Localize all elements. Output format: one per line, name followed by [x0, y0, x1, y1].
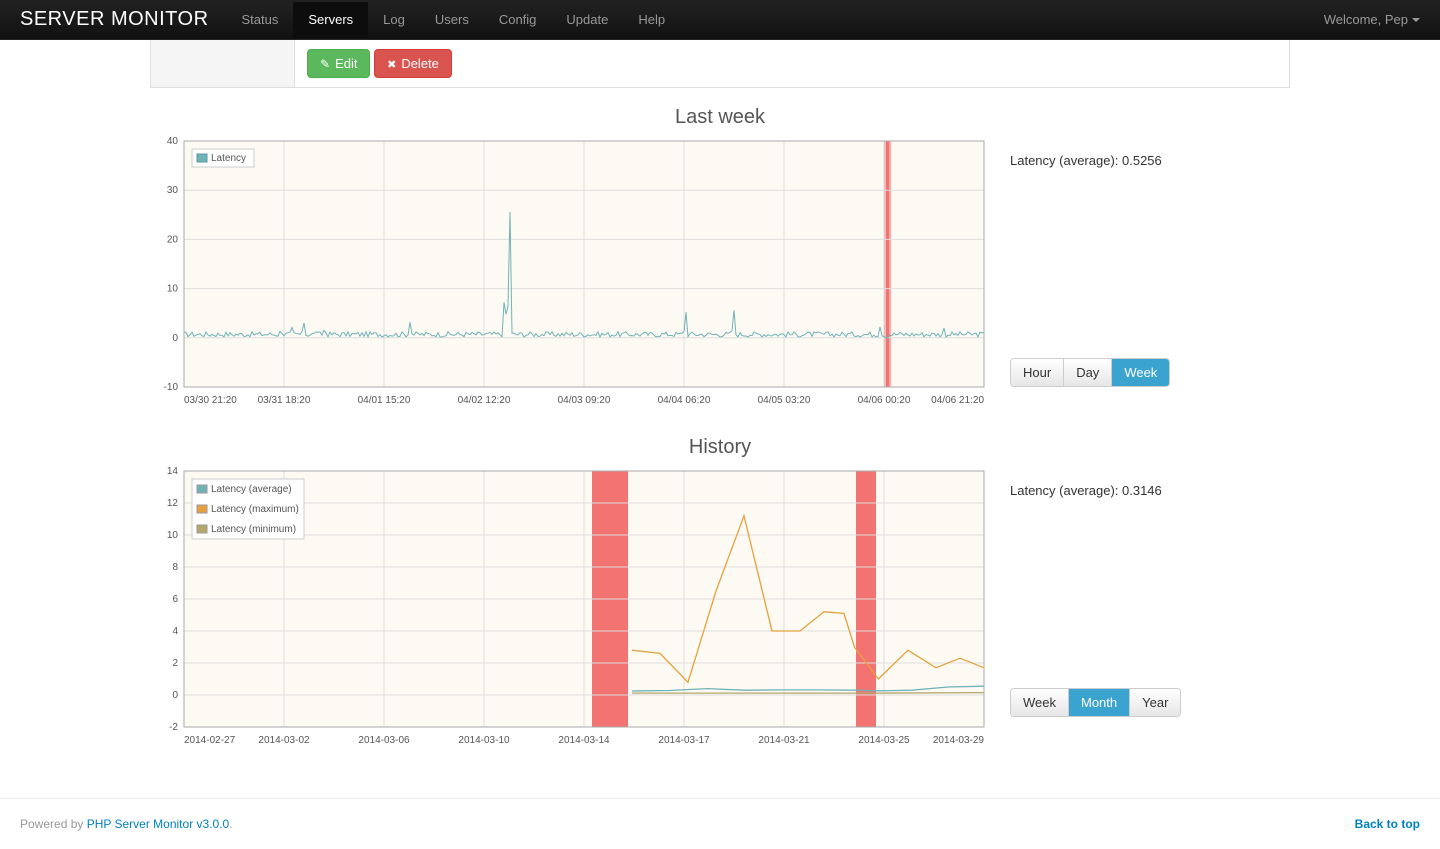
svg-text:12: 12 — [167, 498, 179, 509]
delete-button[interactable]: Delete — [374, 49, 452, 78]
svg-text:2014-03-06: 2014-03-06 — [358, 735, 410, 746]
nav-item-status[interactable]: Status — [227, 2, 294, 38]
chart1-range-toggle: HourDayWeek — [1010, 358, 1170, 387]
svg-text:2014-03-14: 2014-03-14 — [558, 735, 610, 746]
svg-text:2014-02-27: 2014-02-27 — [184, 735, 236, 746]
svg-text:30: 30 — [167, 185, 179, 196]
action-panel: Edit Delete — [150, 40, 1290, 88]
svg-text:04/02 12:20: 04/02 12:20 — [458, 395, 511, 406]
svg-text:20: 20 — [167, 234, 179, 245]
svg-text:04/03 09:20: 04/03 09:20 — [558, 395, 611, 406]
svg-text:03/31 18:20: 03/31 18:20 — [258, 395, 311, 406]
svg-text:10: 10 — [167, 530, 179, 541]
chart2-title: History — [150, 436, 1290, 459]
range-year[interactable]: Year — [1130, 689, 1180, 716]
range-week[interactable]: Week — [1011, 689, 1069, 716]
chart1-plot: -10 0 10 20 30 40 03/30 21:20 03/31 18:20 04/01 … — [150, 135, 990, 418]
svg-text:04/05 03:20: 04/05 03:20 — [758, 395, 811, 406]
chart2-plot: -2 0 2 4 6 8 10 12 14 2014-02-27 2014-03-02 2014-03… — [150, 465, 990, 758]
edit-icon — [320, 56, 330, 71]
nav-list: StatusServersLogUsersConfigUpdateHelp — [227, 2, 1324, 38]
chevron-down-icon — [1412, 18, 1420, 22]
svg-text:03/30 21:20: 03/30 21:20 — [184, 395, 237, 406]
footer: Powered by PHP Server Monitor v3.0.0. Ba… — [0, 798, 1440, 849]
brand[interactable]: SERVER MONITOR — [20, 8, 209, 31]
powered-by: Powered by PHP Server Monitor v3.0.0. — [20, 817, 233, 831]
edit-button[interactable]: Edit — [307, 49, 370, 78]
back-to-top-link[interactable]: Back to top — [1355, 817, 1420, 831]
svg-text:Latency (minimum): Latency (minimum) — [211, 524, 296, 535]
svg-text:0: 0 — [172, 333, 178, 344]
svg-text:-10: -10 — [164, 382, 179, 393]
range-week[interactable]: Week — [1112, 359, 1169, 386]
svg-text:0: 0 — [172, 690, 178, 701]
product-link[interactable]: PHP Server Monitor v3.0.0 — [87, 817, 230, 831]
svg-text:2014-03-29: 2014-03-29 — [933, 735, 985, 746]
svg-text:40: 40 — [167, 136, 179, 147]
svg-text:2014-03-17: 2014-03-17 — [658, 735, 710, 746]
nav-item-update[interactable]: Update — [551, 2, 623, 38]
range-month[interactable]: Month — [1069, 689, 1130, 716]
welcome-text: Welcome, Pep — [1324, 12, 1408, 27]
delete-label: Delete — [401, 56, 439, 71]
svg-text:04/01 15:20: 04/01 15:20 — [358, 395, 411, 406]
nav-item-log[interactable]: Log — [368, 2, 420, 38]
svg-text:04/04 06:20: 04/04 06:20 — [658, 395, 711, 406]
svg-text:4: 4 — [172, 626, 178, 637]
navbar: SERVER MONITOR StatusServersLogUsersConf… — [0, 0, 1440, 40]
svg-text:04/06 00:20: 04/06 00:20 — [858, 395, 911, 406]
svg-text:-2: -2 — [169, 722, 178, 733]
svg-text:8: 8 — [172, 562, 178, 573]
svg-text:14: 14 — [167, 466, 179, 477]
svg-text:6: 6 — [172, 594, 178, 605]
chart2-avg-label: Latency (average): 0.3146 — [1010, 483, 1280, 498]
nav-item-config[interactable]: Config — [484, 2, 552, 38]
svg-text:Latency (average): Latency (average) — [211, 484, 292, 495]
svg-text:2014-03-10: 2014-03-10 — [458, 735, 510, 746]
panel-left-spacer — [150, 40, 295, 88]
chart1-svg: -10 0 10 20 30 40 03/30 21:20 03/31 18:20 04/01 … — [150, 135, 990, 415]
svg-text:10: 10 — [167, 284, 179, 295]
svg-text:04/06 21:20: 04/06 21:20 — [931, 395, 984, 406]
edit-label: Edit — [335, 56, 357, 71]
panel-actions: Edit Delete — [295, 40, 1290, 88]
user-menu[interactable]: Welcome, Pep — [1324, 12, 1420, 27]
range-day[interactable]: Day — [1064, 359, 1112, 386]
powered-text: Powered by — [20, 817, 87, 831]
chart-history-section: History -2 0 2 4 6 8 10 12 14 2014-02-27 2014-03-0… — [150, 436, 1290, 758]
close-icon — [387, 56, 396, 71]
svg-text:Latency: Latency — [211, 153, 246, 164]
chart-last-week-section: Last week -10 0 10 20 30 40 03/30 21:20 03/31 1… — [150, 106, 1290, 418]
nav-item-users[interactable]: Users — [420, 2, 484, 38]
range-hour[interactable]: Hour — [1011, 359, 1064, 386]
svg-text:2014-03-21: 2014-03-21 — [758, 735, 810, 746]
nav-item-help[interactable]: Help — [623, 2, 680, 38]
svg-text:2: 2 — [172, 658, 178, 669]
chart1-title: Last week — [150, 106, 1290, 129]
svg-text:2014-03-25: 2014-03-25 — [858, 735, 910, 746]
chart2-svg: -2 0 2 4 6 8 10 12 14 2014-02-27 2014-03-02 2014-03… — [150, 465, 990, 755]
chart2-range-toggle: WeekMonthYear — [1010, 688, 1181, 717]
svg-text:Latency (maximum): Latency (maximum) — [211, 504, 299, 515]
svg-text:2014-03-02: 2014-03-02 — [258, 735, 310, 746]
chart1-avg-label: Latency (average): 0.5256 — [1010, 153, 1280, 168]
nav-item-servers[interactable]: Servers — [293, 2, 368, 38]
